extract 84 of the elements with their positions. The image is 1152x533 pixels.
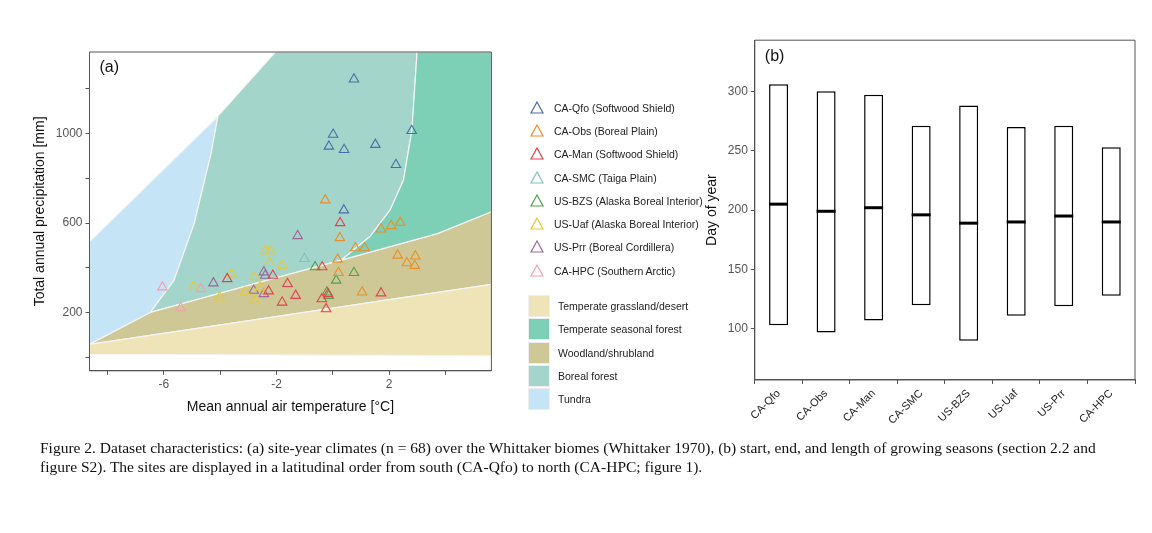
legend-label: CA-Man (Softwood Shield) (554, 148, 679, 161)
point (157, 281, 168, 291)
point (292, 229, 303, 240)
point (327, 128, 339, 138)
legend-label: US-Prr (Boreal Cordillera) (554, 241, 675, 254)
point (319, 194, 331, 204)
point (276, 296, 288, 306)
point (316, 292, 328, 303)
point (333, 266, 344, 277)
point (226, 268, 237, 278)
point (248, 294, 260, 304)
point (221, 272, 233, 283)
y-axis-title: Day of year (703, 173, 720, 246)
point (356, 286, 368, 296)
point (409, 259, 421, 269)
y-tick-label: 600 (62, 215, 83, 230)
point (254, 281, 266, 291)
chart-title: (a) (99, 58, 120, 76)
y-tick-label: 100 (727, 321, 749, 336)
legend-label: Tundra (558, 393, 591, 406)
point (323, 140, 335, 150)
point (338, 143, 350, 154)
point (195, 282, 207, 293)
legend-label: Temperate grassland/desert (558, 300, 689, 313)
point (282, 277, 293, 288)
point (248, 271, 260, 281)
point (401, 256, 413, 267)
y-tick-label: 200 (727, 202, 749, 217)
point (334, 231, 346, 242)
y-tick-label: 200 (62, 304, 83, 319)
point (338, 204, 350, 214)
point (348, 73, 360, 83)
point (350, 241, 361, 252)
point (334, 216, 346, 227)
point (309, 260, 321, 271)
point (248, 284, 260, 294)
x-tick-label: -6 (158, 377, 170, 392)
y-tick-label: 300 (727, 83, 749, 98)
point (299, 252, 310, 263)
legend-label: Temperate seasonal forest (558, 323, 682, 336)
point (276, 259, 288, 269)
point (330, 274, 342, 284)
point (390, 158, 402, 169)
legend-label: Boreal forest (558, 369, 618, 382)
point (188, 280, 200, 290)
point (239, 286, 251, 296)
point (359, 241, 370, 252)
point (259, 244, 271, 255)
point (263, 285, 274, 295)
x-tick-label: 2 (385, 377, 393, 392)
x-axis-title: Mean annual air temperature [°C] (186, 398, 395, 415)
legend-label: CA-HPC (Southern Arctic) (554, 264, 676, 277)
legend-label: Woodland/shrubland (558, 346, 655, 359)
point (214, 291, 225, 301)
point (208, 277, 219, 287)
chart-title: (b) (764, 46, 785, 64)
y-tick-label: 250 (727, 143, 749, 157)
legend-label: CA-SMC (Taiga Plain) (554, 171, 657, 184)
point (264, 256, 275, 267)
point (290, 289, 301, 299)
y-axis-title: Total annual precipitation [mm] (31, 116, 48, 307)
x-tick-label: -2 (271, 377, 283, 392)
point (392, 249, 403, 259)
point (332, 253, 343, 263)
point (375, 287, 387, 297)
legend-label: US-BZS (Alaska Boreal Interior) (554, 194, 703, 207)
point (406, 124, 418, 135)
legend-label: CA-Obs (Boreal Plain) (554, 124, 658, 137)
point (267, 269, 279, 279)
point (265, 244, 276, 255)
point (385, 219, 397, 230)
point (316, 260, 328, 271)
caption: Figure 2. Dataset characteristics: (a) site-year climates (n = 68) over the Whittaker biomes (Whittaker 1970), (b) start, end, and length of growing seasons (section 2.2 and figure S2). The sites are displayed in a latitudinal order from south (CA-Qfo) to north (CA-HPC; figure 1). (40, 438, 1097, 476)
point (175, 301, 187, 312)
point (375, 223, 387, 233)
legend-label: CA-Qfo (Softwood Shield) (554, 101, 675, 114)
point (320, 303, 332, 313)
point (394, 216, 406, 226)
point (410, 250, 421, 260)
y-tick-label: 150 (727, 261, 749, 276)
point (370, 138, 381, 148)
legend-label: US-Uaf (Alaska Boreal Interior) (554, 218, 699, 231)
point (348, 266, 360, 277)
y-tick-label: 1000 (55, 125, 83, 140)
